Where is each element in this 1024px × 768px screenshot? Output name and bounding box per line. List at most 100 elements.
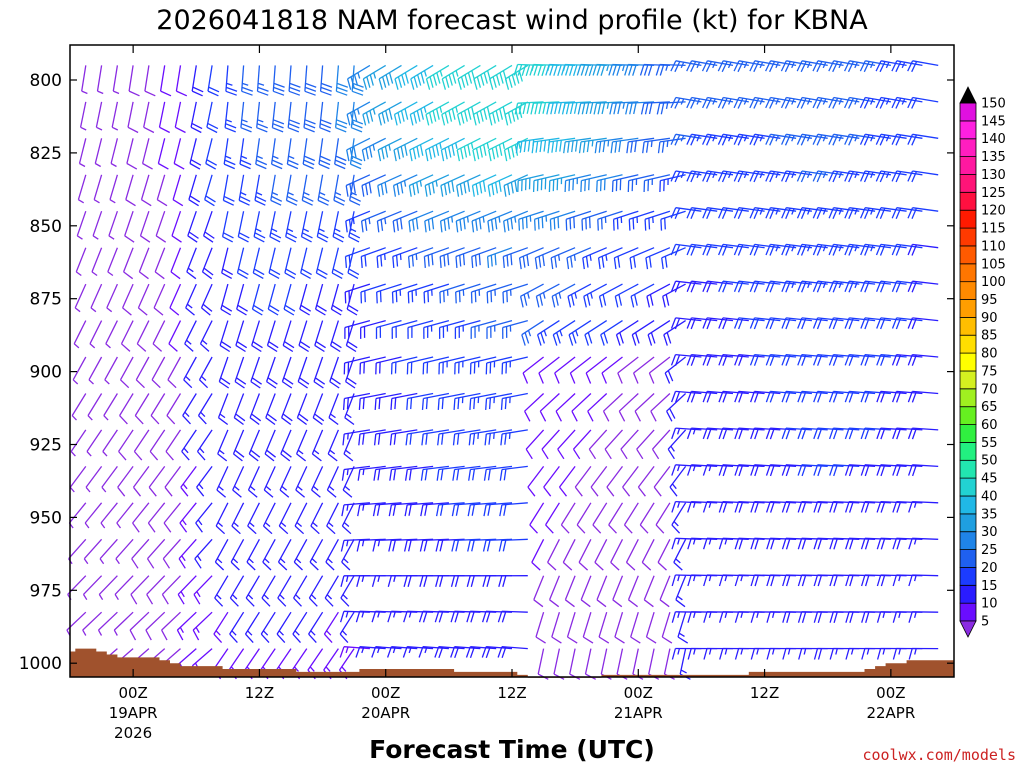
wind-barb — [293, 538, 308, 571]
wind-barb — [686, 170, 718, 183]
barb-half-flag — [882, 648, 886, 655]
wind-barb — [439, 210, 465, 233]
wind-barb — [435, 538, 465, 552]
barb-half-flag — [557, 254, 561, 261]
barb-staff — [504, 137, 529, 151]
barb-flag — [404, 469, 408, 481]
barb-staff — [625, 539, 639, 563]
wind-barb — [146, 575, 166, 605]
wind-barb — [70, 429, 87, 457]
wind-barb — [653, 466, 671, 497]
wind-barb — [876, 317, 907, 330]
barb-flag — [619, 332, 624, 344]
barb-flag — [479, 182, 483, 194]
wind-barb — [93, 174, 103, 204]
barb-flag — [404, 504, 408, 517]
barb-flag — [348, 268, 360, 276]
barb-staff — [72, 356, 87, 381]
wind-barb — [562, 539, 576, 571]
barb-flag — [371, 646, 377, 658]
wind-barb — [535, 283, 560, 308]
barb-flag — [632, 217, 635, 230]
barb-staff — [100, 502, 118, 524]
barb-staff — [754, 170, 781, 176]
barb-flag — [237, 272, 248, 279]
barb-flag — [580, 180, 583, 193]
wind-barb — [503, 174, 529, 197]
barb-flag — [817, 428, 823, 440]
barb-staff — [393, 137, 418, 151]
barb-staff — [307, 648, 324, 671]
barb-flag — [706, 354, 712, 366]
wind-barb — [90, 283, 103, 313]
barb-staff — [192, 611, 213, 631]
barb-staff — [912, 280, 939, 285]
barb-staff — [201, 247, 213, 273]
barb-flag — [268, 272, 280, 279]
barb-flag — [416, 182, 420, 194]
barb-flag — [320, 86, 332, 92]
barb-flag — [152, 343, 163, 352]
barb-staff — [539, 393, 560, 412]
wind-barb — [670, 280, 702, 293]
barb-staff — [161, 611, 181, 631]
barb-flag — [817, 538, 823, 550]
barb-half-flag — [901, 61, 906, 69]
wind-barb — [188, 174, 201, 207]
barb-staff — [596, 101, 623, 104]
barb-flag — [351, 127, 363, 133]
barb-half-flag — [342, 594, 348, 600]
barb-flag — [600, 217, 603, 230]
x-tick-date: 20APR — [361, 704, 410, 722]
barb-flag — [749, 134, 756, 145]
barb-flag — [702, 244, 708, 256]
barb-half-flag — [88, 379, 94, 385]
barb-flag — [163, 522, 172, 533]
barb-half-flag — [287, 191, 294, 196]
colorbar-segment — [959, 513, 977, 533]
barb-flag — [286, 195, 298, 202]
barb-staff — [345, 283, 371, 293]
colorbar-label: 35 — [981, 507, 998, 522]
barb-flag — [482, 180, 486, 192]
wind-barb — [717, 96, 749, 109]
barb-half-flag — [293, 666, 299, 672]
barb-staff — [101, 466, 118, 488]
barb-half-flag — [724, 648, 728, 655]
wind-barb — [404, 465, 434, 481]
credit-link[interactable]: coolwx.com/models — [862, 746, 1016, 764]
barb-staff — [315, 247, 324, 274]
barb-flag — [907, 317, 914, 329]
barb-flag — [812, 97, 819, 109]
barb-staff — [163, 502, 182, 524]
barb-half-flag — [86, 451, 92, 457]
barb-staff — [391, 356, 418, 364]
wind-barb — [112, 65, 120, 95]
barb-flag — [666, 332, 672, 344]
barb-flag — [644, 219, 647, 231]
x-tick-label: 00Z — [371, 684, 400, 702]
barb-flag — [907, 170, 914, 182]
barb-flag — [801, 391, 807, 403]
barb-flag — [848, 354, 854, 366]
barb-half-flag — [558, 292, 562, 299]
barb-half-flag — [215, 630, 221, 636]
wind-barb — [75, 247, 87, 277]
wind-barb — [269, 211, 282, 243]
barb-staff — [738, 500, 765, 504]
wind-barb — [73, 320, 87, 349]
barb-staff — [244, 648, 260, 671]
wind-barb — [535, 612, 546, 644]
barb-flag — [656, 103, 661, 115]
wind-barb — [766, 574, 797, 587]
barb-staff — [359, 538, 386, 542]
barb-flag — [277, 597, 287, 607]
wind-barb — [135, 356, 150, 389]
barb-staff — [190, 101, 197, 128]
barb-flag — [345, 220, 348, 233]
y-tick-label: 975 — [30, 581, 62, 601]
barb-flag — [722, 281, 728, 293]
colorbar-segment — [959, 138, 977, 157]
barb-staff — [801, 427, 828, 431]
wind-barb — [319, 65, 333, 96]
